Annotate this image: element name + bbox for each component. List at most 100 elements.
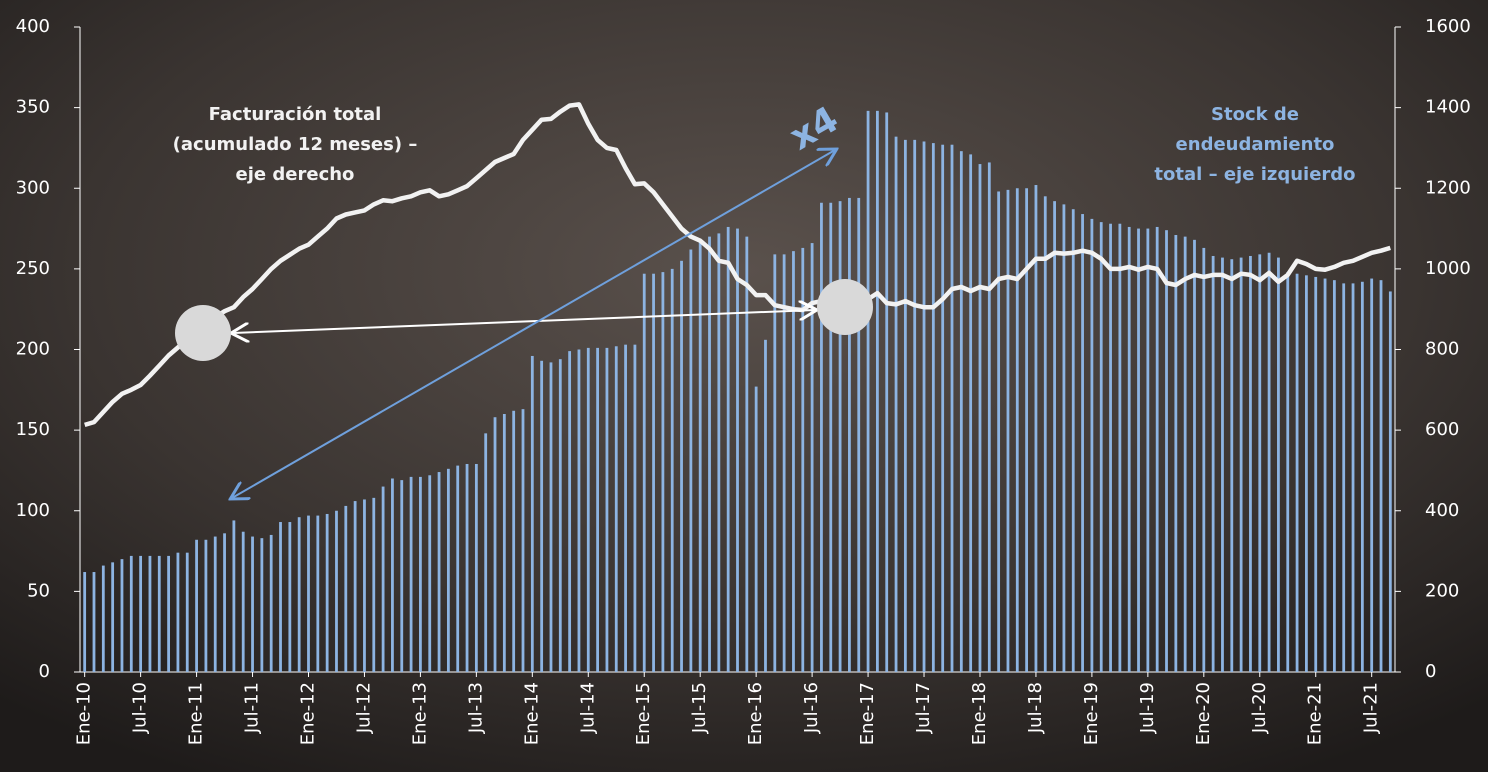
bar xyxy=(1100,222,1103,672)
bar xyxy=(494,417,497,672)
bar xyxy=(979,164,982,672)
bar xyxy=(354,501,357,672)
bar xyxy=(111,562,114,672)
bar xyxy=(400,480,403,672)
bar xyxy=(1352,283,1355,672)
bar xyxy=(736,229,739,672)
x-tick-label: Jul-17 xyxy=(913,682,934,734)
bar xyxy=(242,532,245,672)
bar xyxy=(214,537,217,672)
x-tick-label: Ene-13 xyxy=(409,682,430,745)
bar xyxy=(1268,253,1271,672)
bar xyxy=(1361,282,1364,672)
bar xyxy=(1324,279,1327,672)
bar xyxy=(969,154,972,672)
bar xyxy=(941,145,944,672)
bar xyxy=(839,201,842,672)
highlight-circle xyxy=(817,279,873,335)
x-tick-label: Jul-16 xyxy=(801,682,822,734)
bar xyxy=(773,254,776,672)
bar xyxy=(382,487,385,672)
bar xyxy=(624,345,627,672)
bar xyxy=(689,250,692,672)
bar xyxy=(522,409,525,672)
bar xyxy=(615,346,618,672)
x-tick-label: Jul-14 xyxy=(577,682,598,734)
bar xyxy=(661,272,664,672)
bar xyxy=(895,137,898,672)
bar xyxy=(1277,258,1280,672)
bar xyxy=(475,464,478,672)
bar xyxy=(456,466,459,672)
bar xyxy=(606,348,609,672)
bar xyxy=(428,475,431,672)
annotation: eje derecho xyxy=(236,164,355,185)
x-tick-label: Jul-12 xyxy=(353,682,374,734)
bar xyxy=(997,191,1000,672)
bar xyxy=(764,340,767,672)
bar xyxy=(167,556,170,672)
bar xyxy=(149,556,152,672)
bar xyxy=(699,240,702,672)
bar xyxy=(205,540,208,672)
bar xyxy=(680,261,683,672)
bar xyxy=(1230,259,1233,672)
y-tick-label: 50 xyxy=(27,580,50,601)
x-tick-label: Jul-15 xyxy=(689,682,710,734)
bar xyxy=(316,516,319,672)
bar xyxy=(1193,240,1196,672)
bar xyxy=(708,237,711,672)
y-tick-label: 200 xyxy=(16,339,50,360)
annotation: (acumulado 12 meses) – xyxy=(173,134,418,155)
y2-tick-label: 200 xyxy=(1425,580,1459,601)
y-tick-label: 350 xyxy=(16,97,50,118)
y-tick-label: 150 xyxy=(16,419,50,440)
y2-tick-label: 600 xyxy=(1425,419,1459,440)
bar xyxy=(932,143,935,672)
bar xyxy=(783,254,786,672)
x-tick-label: Ene-21 xyxy=(1305,682,1326,745)
bar xyxy=(158,556,161,672)
bar xyxy=(568,351,571,672)
bar xyxy=(540,361,543,672)
bar xyxy=(960,151,963,672)
y-tick-label: 300 xyxy=(16,177,50,198)
x-tick-label: Jul-13 xyxy=(465,682,486,734)
bar xyxy=(93,572,96,672)
y2-tick-label: 800 xyxy=(1425,339,1459,360)
bar xyxy=(139,556,142,672)
bar xyxy=(596,348,599,672)
bar xyxy=(298,517,301,672)
bar xyxy=(867,111,870,672)
bar xyxy=(1053,201,1056,672)
bar xyxy=(1007,190,1010,672)
bar xyxy=(587,348,590,672)
bar xyxy=(857,198,860,672)
bar xyxy=(1184,237,1187,672)
bar xyxy=(1128,227,1131,672)
y-tick-label: 0 xyxy=(39,661,50,682)
x-tick-label: Ene-17 xyxy=(857,682,878,745)
bar xyxy=(755,387,758,672)
bar xyxy=(484,433,487,672)
bar xyxy=(307,516,310,672)
highlight-circle xyxy=(175,305,231,361)
bar xyxy=(913,140,916,672)
bar xyxy=(102,566,105,672)
y-tick-label: 100 xyxy=(16,500,50,521)
x-tick-label: Jul-19 xyxy=(1137,682,1158,734)
bar xyxy=(83,572,86,672)
bar xyxy=(792,251,795,672)
bar xyxy=(1286,272,1289,672)
bar xyxy=(951,145,954,672)
bar xyxy=(1063,204,1066,672)
bar xyxy=(270,535,273,672)
bar xyxy=(279,522,282,672)
bar xyxy=(466,464,469,672)
bar xyxy=(177,553,180,672)
page: {"chart_data": {"type": "bar_line", "cat… xyxy=(0,0,1488,772)
bar xyxy=(1212,256,1215,672)
bar xyxy=(1137,229,1140,672)
bar xyxy=(727,227,730,672)
x-tick-label: Jul-11 xyxy=(242,682,263,734)
